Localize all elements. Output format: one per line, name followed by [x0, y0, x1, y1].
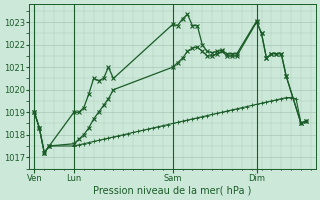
X-axis label: Pression niveau de la mer( hPa ): Pression niveau de la mer( hPa )	[93, 186, 252, 196]
